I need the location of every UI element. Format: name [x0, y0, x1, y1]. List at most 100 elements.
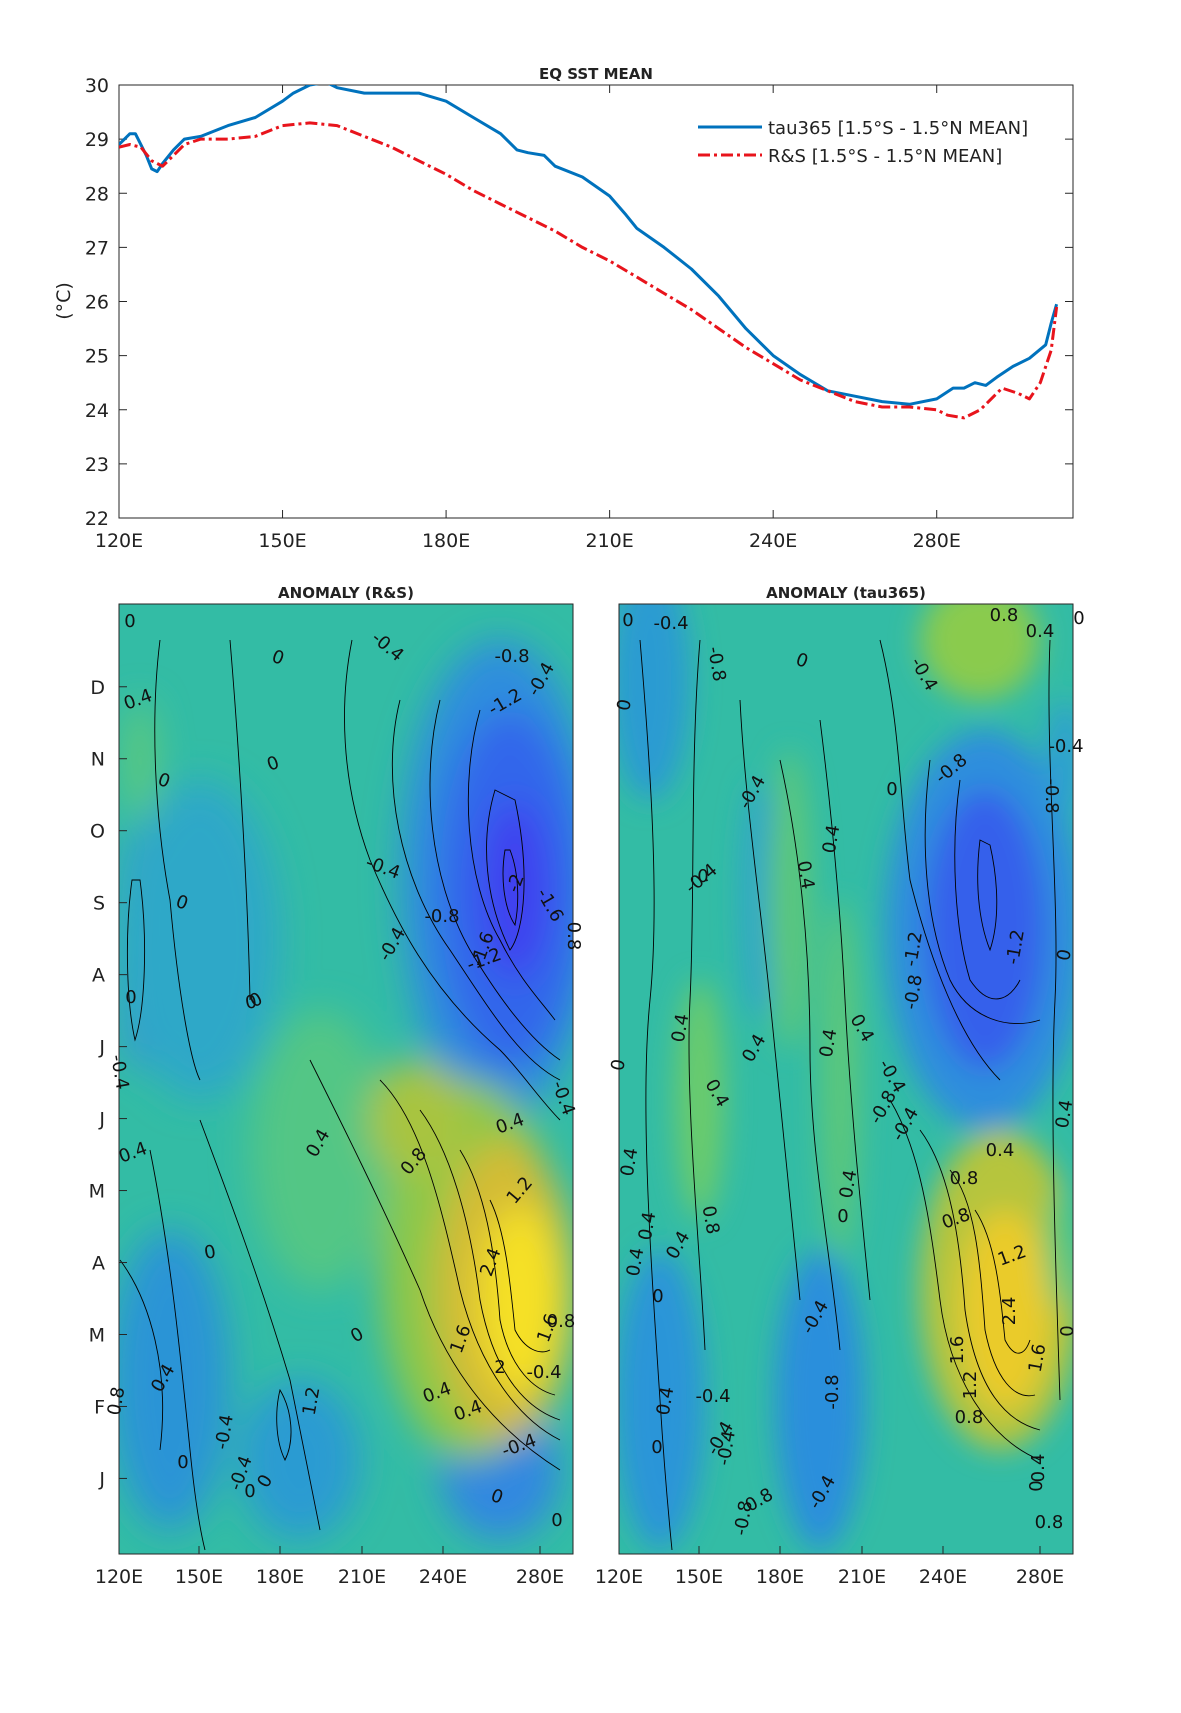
contour-label: 0	[607, 1058, 630, 1073]
anomaly-rs-frame	[118, 603, 574, 1555]
y-tick-label: S	[93, 893, 105, 915]
y-tick-label: 23	[85, 454, 109, 476]
series-line-tau365	[119, 85, 1059, 406]
contour-label: 1.6	[947, 1336, 968, 1365]
contour-label: 2.4	[999, 1297, 1020, 1326]
contour-label: 0.8	[955, 1407, 984, 1428]
y-tick-label: M	[89, 1181, 105, 1203]
contour-label: -0.4	[653, 613, 688, 634]
contour-label: 0	[697, 866, 708, 887]
y-tick-label: J	[98, 1109, 105, 1131]
y-tick-label: 27	[85, 237, 109, 259]
contour-label: 0.8	[104, 1385, 130, 1417]
y-axis-label: (°C)	[53, 282, 75, 320]
y-tick-label: N	[91, 749, 105, 771]
x-tick-label: 120E	[595, 1566, 643, 1588]
contour-label: 0.4	[1028, 1454, 1049, 1483]
x-tick-label: 120E	[95, 530, 143, 552]
contour-label: 0.4	[617, 1146, 643, 1178]
x-tick-label: 180E	[422, 530, 470, 552]
contour-label: -0.4	[1048, 736, 1083, 757]
x-tick-label: 280E	[913, 530, 961, 552]
contour-label: 0	[886, 779, 897, 800]
y-tick-label: A	[92, 1253, 105, 1275]
anomaly-tau365-title: ANOMALY (tau365)	[766, 584, 926, 602]
contour-label: 0.4	[635, 1210, 661, 1242]
line-plot-area	[118, 84, 1074, 519]
contour-label: 0.4	[1052, 1098, 1078, 1130]
y-tick-label: A	[92, 965, 105, 987]
x-tick-label: 240E	[749, 530, 797, 552]
anomaly-tau365-field	[619, 604, 1073, 1554]
x-tick-label: 210E	[838, 1566, 886, 1588]
x-tick-label: 210E	[585, 530, 633, 552]
contour-label: 0	[177, 1452, 188, 1473]
anomaly-tau365-panel: ANOMALY (tau365)	[595, 584, 1085, 1588]
x-tick-label: 210E	[338, 1566, 386, 1588]
contour-label: 0	[1057, 1325, 1078, 1336]
contour-label: 0.4	[986, 1140, 1015, 1161]
contour-label: 0	[125, 987, 136, 1008]
y-tick-label: 24	[85, 400, 109, 422]
contour-label: -0.8	[494, 646, 529, 667]
contour-label: 0	[652, 1286, 663, 1307]
contour-label: 0	[613, 698, 636, 713]
contour-label: 1.2	[960, 1371, 981, 1400]
x-tick-label: 150E	[258, 530, 306, 552]
contour-label: 0	[1073, 608, 1084, 629]
contour-label: 0.4	[1026, 621, 1055, 642]
legend-label-tau365: tau365 [1.5°S - 1.5°N MEAN]	[768, 118, 1028, 139]
anomaly-tau365-frame	[618, 603, 1074, 1555]
contour-label: 0	[837, 1206, 848, 1227]
contour-label: 0.4	[836, 1168, 862, 1200]
contour-label: 1.2	[299, 1385, 325, 1417]
x-tick-label: 180E	[256, 1566, 304, 1588]
contour-label: 0.8	[698, 1204, 724, 1236]
x-tick-label: 280E	[1016, 1566, 1064, 1588]
y-tick-label: D	[90, 677, 105, 699]
anomaly-tau365-axes: 120E 150E 180E 210E 240E 280E	[595, 1546, 1064, 1588]
y-tick-label: 22	[85, 508, 109, 530]
contour-label: 0	[622, 610, 633, 631]
legend-label-rs: R&S [1.5°S - 1.5°N MEAN]	[768, 146, 1002, 167]
y-tick-label: 29	[85, 129, 109, 151]
y-tick-label: 28	[85, 183, 109, 205]
contour-label: -0.4	[526, 1362, 561, 1383]
line-chart: EQ SST MEAN 120E 150E 180E 210E 240E 280E 22 23…	[53, 65, 1074, 552]
x-tick-label: 180E	[756, 1566, 804, 1588]
contour-label: 2	[494, 1357, 505, 1378]
contour-label: 0.8	[547, 1311, 576, 1332]
contour-label: 0	[651, 1437, 662, 1458]
contour-label: 0.8	[563, 922, 584, 951]
y-tick-label: 30	[85, 75, 109, 97]
x-tick-label: 280E	[516, 1566, 564, 1588]
contour-label: 0.4	[793, 859, 819, 891]
x-tick-label: 240E	[419, 1566, 467, 1588]
contour-label: -0.4	[695, 1386, 730, 1407]
y-tick-label: F	[94, 1396, 105, 1418]
contour-label: 0.4	[816, 1027, 842, 1059]
anomaly-rs-title: ANOMALY (R&S)	[278, 584, 414, 602]
contour-label: 0.4	[668, 1012, 694, 1044]
legend: tau365 [1.5°S - 1.5°N MEAN] R&S [1.5°S -…	[698, 118, 1028, 167]
anomaly-tau365-contour-labels: 0 -0.4 0.80.40-0.8 0 -0.40-0.8-0.4-0.40 -0.80…	[607, 605, 1084, 1537]
series-line-rs	[119, 121, 1059, 420]
contour-label: 0.4	[819, 823, 845, 855]
anomaly-rs-panel: ANOMALY (R&S)	[89, 584, 584, 1588]
contour-label: -0.8	[1041, 778, 1062, 813]
y-tick-label: J	[98, 1037, 105, 1059]
y-tick-label: J	[98, 1468, 105, 1490]
y-tick-label: 26	[85, 292, 109, 314]
line-series-group	[119, 85, 1059, 420]
contour-label: 0	[203, 1241, 218, 1264]
contour-label: 0.8	[950, 1168, 979, 1189]
x-tick-label: 120E	[95, 1566, 143, 1588]
anomaly-rs-field	[119, 604, 573, 1554]
contour-label: 0.4	[623, 1246, 649, 1278]
line-axes: 120E 150E 180E 210E 240E 280E 22 23 24 25 26 27 28 29…	[85, 75, 1073, 552]
contour-label: 0.8	[990, 605, 1019, 626]
line-chart-title: EQ SST MEAN	[539, 65, 653, 83]
contour-label: 0	[244, 1481, 255, 1502]
contour-label: 0	[124, 611, 135, 632]
